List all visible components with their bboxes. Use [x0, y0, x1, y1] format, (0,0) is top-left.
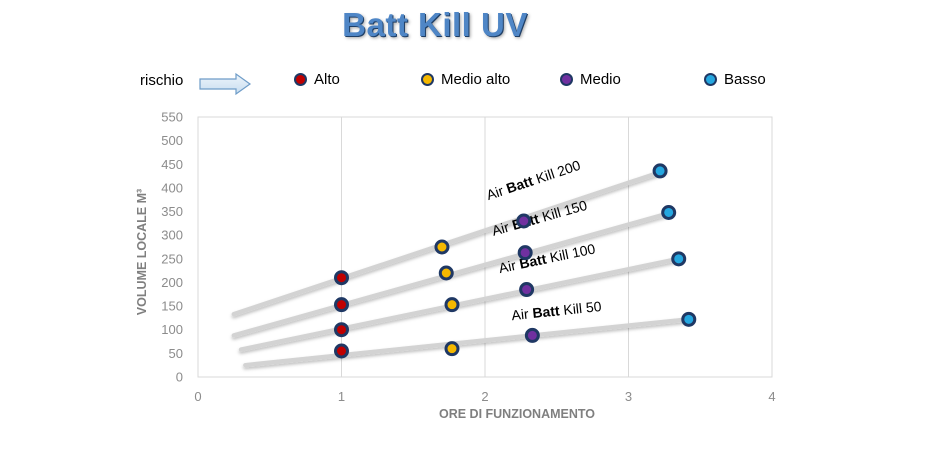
arrow-right-icon — [199, 72, 252, 96]
legend-label-medio-alto: Medio alto — [441, 71, 511, 88]
data-point-air-batt-kill-200-medio — [516, 213, 532, 229]
y-tick-label: 550 — [161, 110, 183, 125]
series-label-air-batt-kill-200: Air Batt Kill 200 — [484, 157, 582, 203]
legend-marker-alto — [294, 73, 307, 86]
y-tick-label: 250 — [161, 251, 183, 266]
legend-item-alto: Alto — [294, 71, 340, 88]
series-label-air-batt-kill-50: Air Batt Kill 50 — [511, 298, 603, 323]
data-point-air-batt-kill-100-basso — [671, 251, 687, 267]
legend-marker-basso — [704, 73, 717, 86]
data-point-air-batt-kill-50-basso — [681, 311, 697, 327]
x-tick-label: 0 — [194, 389, 201, 404]
data-point-air-batt-kill-100-medio-alto — [444, 297, 460, 313]
data-point-air-batt-kill-200-basso — [652, 163, 668, 179]
legend-item-basso: Basso — [704, 71, 766, 88]
data-point-air-batt-kill-50-alto — [334, 343, 349, 359]
grid-lines — [197, 117, 773, 377]
legend-marker-medio-alto — [421, 73, 434, 86]
x-tick-label: 2 — [481, 389, 488, 404]
y-tick-label: 50 — [169, 346, 183, 361]
y-tick-label: 400 — [161, 180, 183, 195]
y-tick-label: 350 — [161, 204, 183, 219]
data-point-air-batt-kill-150-alto — [334, 297, 349, 313]
data-points — [334, 163, 697, 359]
data-point-air-batt-kill-200-medio-alto — [434, 239, 450, 255]
data-point-air-batt-kill-150-basso — [661, 204, 677, 220]
y-tick-label: 500 — [161, 133, 183, 148]
series-label-air-batt-kill-150: Air Batt Kill 150 — [490, 197, 589, 239]
data-point-air-batt-kill-50-medio — [524, 327, 540, 343]
data-point-air-batt-kill-150-medio-alto — [438, 265, 454, 281]
y-tick-label: 0 — [176, 370, 183, 385]
y-tick-label: 100 — [161, 322, 183, 337]
y-axis-label: VOLUME LOCALE M³ — [135, 189, 149, 315]
legend-label-alto: Alto — [314, 71, 340, 88]
y-tick-label: 300 — [161, 228, 183, 243]
data-point-air-batt-kill-150-medio — [517, 245, 533, 261]
legend-marker-medio — [560, 73, 573, 86]
series-line-air-batt-kill-200 — [231, 168, 667, 317]
legend-label-medio: Medio — [580, 71, 621, 88]
y-tick-label: 150 — [161, 299, 183, 314]
series-line-air-batt-kill-50 — [243, 317, 692, 368]
legend-title: rischio — [140, 72, 184, 89]
x-axis-ticks: 0 1 2 3 4 — [194, 389, 775, 404]
y-tick-label: 450 — [161, 157, 183, 172]
legend-item-medio-alto: Medio alto — [421, 71, 510, 88]
data-point-air-batt-kill-200-alto — [334, 270, 349, 286]
legend-label-basso: Basso — [724, 71, 766, 88]
chart-title: Batt Kill UV — [342, 6, 528, 43]
y-tick-label: 200 — [161, 275, 183, 290]
series-line-air-batt-kill-100 — [238, 256, 681, 352]
x-tick-label: 4 — [768, 389, 775, 404]
series-lines — [231, 168, 692, 368]
x-tick-label: 1 — [338, 389, 345, 404]
data-point-air-batt-kill-50-medio-alto — [444, 341, 460, 357]
data-point-air-batt-kill-100-alto — [334, 322, 349, 338]
y-axis-ticks: 0 50 100 150 200 250 300 350 400 450 500 550 — [161, 110, 183, 385]
x-tick-label: 3 — [625, 389, 632, 404]
data-point-air-batt-kill-100-medio — [519, 282, 535, 298]
legend-item-medio: Medio — [560, 71, 621, 88]
x-axis-label: ORE DI FUNZIONAMENTO — [439, 407, 595, 421]
